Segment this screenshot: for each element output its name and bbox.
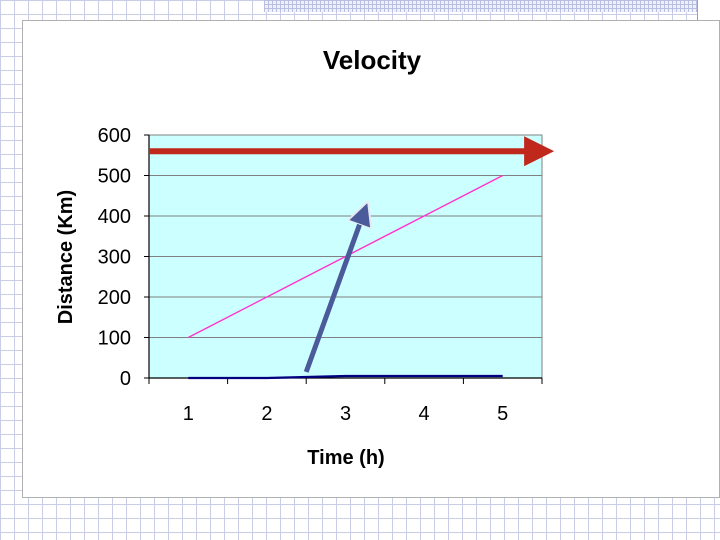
y-tick-label-200: 200 [98, 287, 131, 309]
gridlines [144, 134, 542, 379]
x-tick-label-2: 2 [261, 403, 272, 425]
annotation-arrows [149, 136, 555, 373]
y-tick-labels: 0 100 200 300 400 500 600 [98, 125, 131, 390]
y-tick-label-100: 100 [98, 328, 131, 350]
chart-title: Velocity [323, 45, 422, 75]
y-tick-label-500: 500 [98, 166, 131, 188]
y-tick-label-400: 400 [98, 206, 131, 228]
y-tick-label-600: 600 [98, 125, 131, 147]
y-tick-label-300: 300 [98, 247, 131, 269]
y-tick-label-0: 0 [120, 368, 131, 390]
top-decorative-strip [264, 0, 720, 12]
x-axis-title: Time (h) [307, 447, 384, 469]
x-tick-label-4: 4 [419, 403, 430, 425]
x-tick-labels: 1 2 3 4 5 [183, 403, 509, 425]
series-line-2 [188, 374, 503, 380]
x-tick-label-5: 5 [497, 403, 508, 425]
x-tick-label-3: 3 [340, 403, 351, 425]
x-tick-label-1: 1 [183, 403, 194, 425]
annotation-arrow-2 [303, 220, 361, 373]
y-axis-title: Distance (Km) [55, 190, 77, 324]
